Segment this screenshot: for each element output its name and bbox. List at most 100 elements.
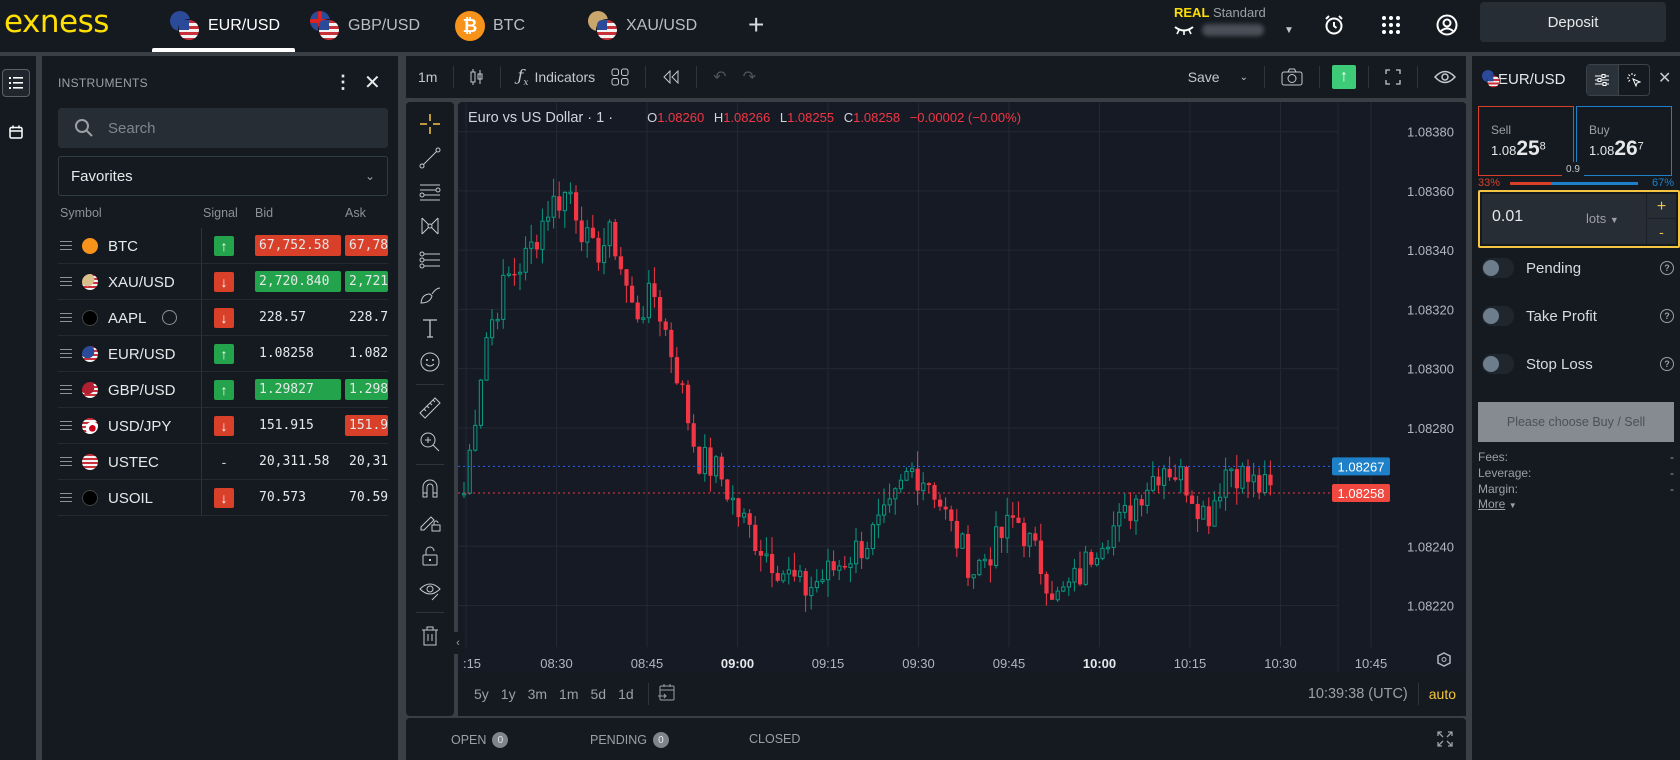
exness-logo[interactable]: exness xyxy=(4,4,109,40)
drag-handle-icon[interactable] xyxy=(60,385,72,394)
volume-input[interactable] xyxy=(1492,208,1572,226)
account-selector[interactable]: REAL Standard ▼ xyxy=(1174,5,1294,36)
range-3m[interactable]: 3m xyxy=(527,686,548,702)
help-icon[interactable]: ? xyxy=(1660,357,1674,371)
hidden-eye-icon[interactable] xyxy=(1174,25,1194,35)
drag-handle-icon[interactable] xyxy=(60,241,72,250)
trend-line-tool[interactable] xyxy=(416,144,444,172)
tab-pending-orders[interactable]: PENDING 0 xyxy=(590,732,669,748)
instrument-row[interactable]: GBP/USD ↑ 1.29827 1.298 xyxy=(58,372,388,408)
alarm-clock-icon[interactable] xyxy=(1320,11,1348,39)
pending-toggle[interactable] xyxy=(1482,258,1514,278)
save-button[interactable]: Save ⌄ xyxy=(1180,69,1256,85)
auto-scale-toggle[interactable]: auto xyxy=(1428,686,1456,702)
range-5y[interactable]: 5y xyxy=(474,686,489,702)
trade-panel: EUR/USD ✕ Sell 1.08258 Buy 1.08267 0.9 3… xyxy=(1472,56,1680,760)
tab-gbpusd[interactable]: GBP/USD xyxy=(310,0,420,52)
text-tool[interactable] xyxy=(416,314,444,342)
regular-mode-button[interactable] xyxy=(1587,65,1618,95)
drag-handle-icon[interactable] xyxy=(60,349,72,358)
replay-button[interactable] xyxy=(654,70,688,84)
volume-unit-dropdown[interactable]: lots ▼ xyxy=(1586,211,1619,226)
profile-icon[interactable] xyxy=(1433,11,1461,39)
deposit-button[interactable]: Deposit xyxy=(1480,2,1666,42)
fx-icon: ƒx xyxy=(517,65,529,89)
drag-handle-icon[interactable] xyxy=(60,493,72,502)
delete-tool[interactable] xyxy=(416,622,444,650)
expand-panel-button[interactable] xyxy=(1436,730,1454,751)
emoji-tool[interactable] xyxy=(416,348,444,376)
undo-icon: ↶ xyxy=(713,69,727,86)
lock-drawings-tool[interactable] xyxy=(416,508,444,536)
close-icon[interactable]: ✕ xyxy=(364,72,381,94)
collapse-toolbar-handle[interactable]: ‹ xyxy=(452,632,464,654)
increase-volume-button[interactable]: + xyxy=(1646,194,1676,219)
col-bid: Bid xyxy=(255,206,274,220)
place-order-button[interactable]: Please choose Buy / Sell xyxy=(1478,402,1674,442)
magnet-tool[interactable] xyxy=(416,474,444,502)
close-panel-icon[interactable]: ✕ xyxy=(1658,70,1672,87)
range-5d[interactable]: 5d xyxy=(590,686,607,702)
tab-eurusd[interactable]: EUR/USD xyxy=(152,0,295,52)
sell-button[interactable]: Sell 1.08258 xyxy=(1478,106,1574,176)
favorites-dropdown[interactable]: Favorites ⌄ xyxy=(58,156,388,196)
range-1y[interactable]: 1y xyxy=(500,686,516,702)
range-1m[interactable]: 1m xyxy=(559,686,579,702)
forecast-tool[interactable] xyxy=(416,246,444,274)
stop-loss-toggle[interactable] xyxy=(1482,354,1514,374)
layouts-button[interactable] xyxy=(603,68,637,86)
take-profit-toggle[interactable] xyxy=(1482,306,1514,326)
price-chart[interactable]: 1.08380 1.08360 1.08340 1.08320 1.08300 1.082… xyxy=(458,102,1466,672)
buy-button[interactable]: Buy 1.08267 xyxy=(1576,106,1672,176)
help-icon[interactable]: ? xyxy=(1660,309,1674,323)
hide-drawings-tool[interactable] xyxy=(416,576,444,604)
fullscreen-button[interactable] xyxy=(1377,69,1409,85)
crosshair-tool[interactable] xyxy=(416,110,444,138)
instrument-row[interactable]: USTEC - 20,311.58 20,31 xyxy=(58,444,388,480)
instruments-list-button[interactable] xyxy=(2,69,30,97)
visibility-button[interactable] xyxy=(1426,70,1466,84)
drag-handle-icon[interactable] xyxy=(60,277,72,286)
instrument-row[interactable]: XAU/USD ↓ 2,720.840 2,721 xyxy=(58,264,388,300)
interval-button[interactable]: 1m xyxy=(406,69,445,85)
more-options-icon[interactable]: ⋮ xyxy=(334,72,352,92)
unlock-icon xyxy=(422,546,438,566)
instrument-row[interactable]: AAPL ↓ 228.57 228.7 xyxy=(58,300,388,336)
redo-button[interactable]: ↷ xyxy=(735,67,764,87)
undo-button[interactable]: ↶ xyxy=(705,67,734,87)
search-input[interactable] xyxy=(108,119,348,137)
range-1d[interactable]: 1d xyxy=(618,686,634,702)
instrument-row[interactable]: EUR/USD ↑ 1.08258 1.082 xyxy=(58,336,388,372)
help-icon[interactable]: ? xyxy=(1660,261,1674,275)
stop-loss-option: Stop Loss ? xyxy=(1482,349,1674,379)
pattern-tool[interactable] xyxy=(416,212,444,240)
drag-handle-icon[interactable] xyxy=(60,421,72,430)
indicators-button[interactable]: ƒx Indicators xyxy=(509,66,603,88)
publish-button[interactable]: ↑ xyxy=(1328,65,1360,89)
add-tab-button[interactable]: + xyxy=(748,9,765,40)
one-click-mode-button[interactable] xyxy=(1617,65,1650,95)
decrease-volume-button[interactable]: - xyxy=(1646,220,1676,244)
go-to-date-button[interactable] xyxy=(657,683,677,706)
tab-btc[interactable]: ₿ BTC xyxy=(455,0,525,52)
snapshot-button[interactable] xyxy=(1273,68,1311,86)
drag-handle-icon[interactable] xyxy=(60,313,72,322)
instrument-row[interactable]: BTC ↑ 67,752.58 67,78 xyxy=(58,228,388,264)
calendar-button[interactable] xyxy=(2,118,30,146)
tab-xauusd[interactable]: XAU/USD xyxy=(588,0,697,52)
tab-closed-positions[interactable]: CLOSED xyxy=(749,732,800,746)
fib-tool[interactable] xyxy=(416,178,444,206)
zoom-tool[interactable] xyxy=(416,428,444,456)
tab-open-positions[interactable]: OPEN 0 xyxy=(451,732,509,748)
instrument-row[interactable]: USOIL ↓ 70.573 70.59 xyxy=(58,480,388,516)
brush-tool[interactable] xyxy=(416,280,444,308)
more-link[interactable]: More ▼ xyxy=(1478,497,1517,511)
instrument-row[interactable]: USD/JPY ↓ 151.915 151.9 xyxy=(58,408,388,444)
measure-tool[interactable] xyxy=(416,394,444,422)
apps-grid-icon[interactable] xyxy=(1377,11,1405,39)
drag-handle-icon[interactable] xyxy=(60,457,72,466)
indicators-label: Indicators xyxy=(534,69,596,85)
chart-type-button[interactable] xyxy=(462,68,492,86)
svg-text:1.08258: 1.08258 xyxy=(1338,486,1385,501)
lock-tool[interactable] xyxy=(416,542,444,570)
